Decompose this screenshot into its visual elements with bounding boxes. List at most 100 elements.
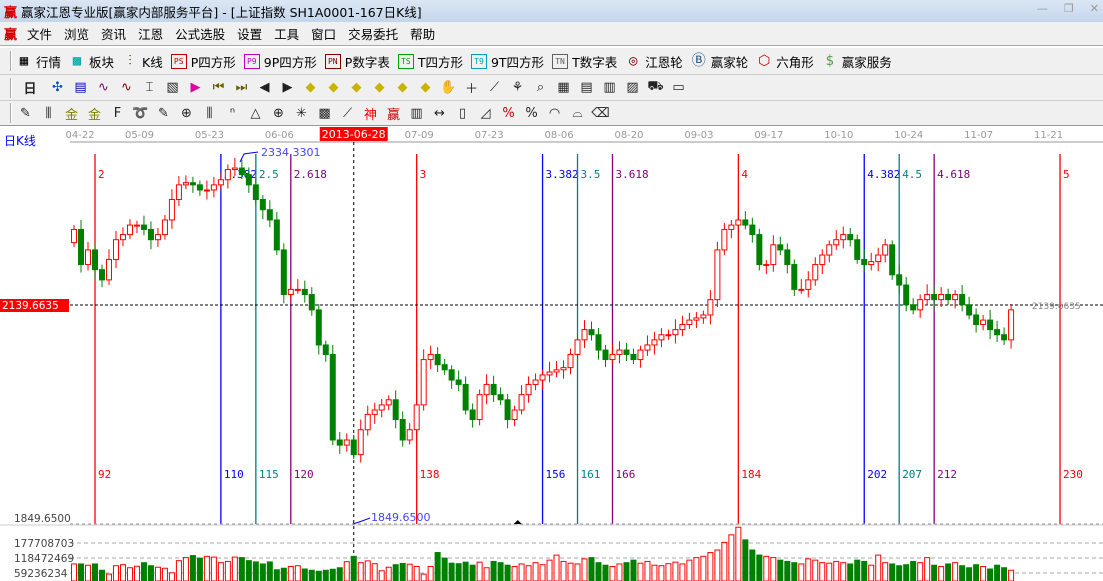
menu-6[interactable]: 工具	[274, 27, 300, 42]
list-icon[interactable]: ▥	[603, 80, 616, 95]
calendar-icon[interactable]: ▦	[557, 80, 570, 95]
volume-bar	[651, 564, 658, 581]
zoom-icon[interactable]: ⌕	[536, 80, 545, 95]
menu-5[interactable]: 设置	[237, 27, 263, 42]
volume-bar	[518, 563, 525, 581]
toolbar-button-hexagon[interactable]: ⬡ 六角形	[756, 52, 814, 71]
ruler-icon[interactable]: ▥	[410, 105, 423, 121]
menu-9[interactable]: 帮助	[410, 27, 436, 42]
last-bar-icon[interactable]: ⏭	[235, 80, 248, 95]
gold-icon[interactable]: 金	[64, 107, 78, 123]
minimize-button[interactable]: —	[1036, 2, 1048, 15]
kline-chart[interactable]: 04-22 05-09 05-23 06-06 07-09 07-23 08-06 08-20…	[0, 126, 1103, 581]
expand-all-icon[interactable]: ◆	[397, 80, 408, 95]
expand-h-icon[interactable]: ◆	[351, 80, 362, 95]
gold2-icon[interactable]: 金	[87, 107, 101, 123]
truck-icon[interactable]: ⛟	[647, 79, 664, 94]
toolbar-button-dollar[interactable]: $ 赢家服务	[822, 52, 892, 71]
volume-bar	[112, 565, 119, 581]
menu-3[interactable]: 江恩	[138, 27, 164, 42]
flag-icon[interactable]: ▶	[190, 80, 201, 95]
menu-7[interactable]: 窗口	[311, 27, 337, 42]
volume-bar	[245, 560, 252, 581]
crosshair-icon[interactable]: ＋	[464, 82, 478, 97]
print-icon[interactable]: ▨	[626, 80, 639, 95]
period-day-icon[interactable]: 日	[23, 82, 37, 97]
mesh-icon[interactable]: ✣	[52, 80, 63, 95]
toolbar-button-tn[interactable]: TN T数字表	[552, 52, 617, 71]
maximize-button[interactable]: ❐	[1063, 2, 1074, 15]
candle	[273, 219, 280, 251]
toolbar-button-sector-blocks[interactable]: ▩ 板块	[69, 52, 114, 71]
web-icon[interactable]: ✳	[296, 105, 307, 121]
grid-lines-icon[interactable]: ⫼	[45, 105, 52, 121]
volume-bar	[700, 555, 707, 581]
collapse-h-icon[interactable]: ◆	[374, 80, 385, 95]
menu-4[interactable]: 公式选股	[175, 27, 226, 42]
eraser-icon[interactable]: ⌫	[591, 105, 610, 121]
shen-icon[interactable]: 神	[363, 107, 377, 123]
map-icon[interactable]: ▧	[166, 80, 179, 95]
notes-icon[interactable]: ▤	[74, 80, 87, 95]
toolbar-button-quote-grid[interactable]: ▦ 行情	[16, 52, 61, 71]
wave3-icon[interactable]: ∿	[98, 80, 109, 95]
menu-1[interactable]: 浏览	[64, 27, 90, 42]
first-bar-icon[interactable]: ⏮	[212, 80, 225, 95]
speed-icon[interactable]: ⌓	[572, 105, 583, 121]
hand-icon[interactable]: ✋	[440, 80, 457, 95]
toolbar-button-t9[interactable]: T9 9T四方形	[470, 52, 544, 71]
fan-icon[interactable]: ◿	[480, 105, 491, 121]
circle-grid-icon[interactable]: ⊕	[181, 105, 192, 121]
candle	[217, 179, 224, 186]
menu-8[interactable]: 交易委托	[348, 27, 399, 42]
prev-icon[interactable]: ◀	[259, 80, 270, 95]
fib-icon[interactable]: Ϝ	[113, 105, 122, 121]
expand-v-icon[interactable]: ◆	[420, 80, 431, 95]
percent2-icon[interactable]: %	[525, 105, 538, 121]
volume-bar	[637, 562, 644, 581]
menu-0[interactable]: 文件	[27, 27, 53, 42]
target-icon[interactable]: ⊕	[273, 105, 284, 121]
pen2-icon[interactable]: ✎	[158, 105, 169, 121]
toolbar-button-gann-wheel[interactable]: ◎ 江恩轮	[625, 52, 683, 71]
toolbar-button-kline[interactable]: ⫶ K线	[122, 52, 162, 71]
candle	[966, 304, 973, 316]
parallel-icon[interactable]: ⫼	[206, 105, 213, 121]
volume-bar	[71, 563, 78, 581]
candle-type-icon[interactable]: ⌶	[145, 80, 154, 95]
arrow-right-icon[interactable]: ◆	[328, 80, 339, 95]
percent-icon[interactable]: %	[502, 105, 515, 121]
toolbar-button-ts[interactable]: TS T四方形	[397, 52, 463, 71]
square-web-icon[interactable]: ▩	[318, 105, 331, 121]
candle	[147, 228, 154, 241]
arc-icon[interactable]: ◠	[548, 105, 561, 121]
n2-icon[interactable]: ⁿ	[229, 105, 236, 121]
menu-logo-icon[interactable]: 赢	[4, 28, 18, 43]
line-tool-icon[interactable]: ⟋	[489, 80, 500, 95]
triangle-icon[interactable]: △	[250, 105, 261, 121]
angle-icon[interactable]: ⟋	[342, 105, 353, 121]
next-icon[interactable]: ▶	[282, 80, 293, 95]
calculator-icon[interactable]: ▤	[580, 80, 593, 95]
volume-bar	[896, 565, 903, 581]
wave9-icon[interactable]: ∿	[121, 80, 132, 95]
volume-bar	[378, 570, 385, 581]
toolbar-button-big-wheel[interactable]: Ⓑ 赢家轮	[691, 52, 749, 71]
measure-icon[interactable]: ↔	[434, 105, 445, 121]
fib-bar-label: 110	[224, 468, 244, 481]
ying-icon[interactable]: 赢	[386, 107, 400, 123]
toolbar-button-pn[interactable]: PN P数字表	[324, 52, 390, 71]
menu-2[interactable]: 资讯	[101, 27, 127, 42]
candle	[756, 234, 763, 266]
monitor-icon[interactable]: ▭	[672, 80, 685, 95]
toolbar-button-ps[interactable]: PS P四方形	[170, 52, 236, 71]
close-button[interactable]: ✕	[1089, 2, 1099, 15]
toolbar-button-p9[interactable]: P9 9P四方形	[243, 52, 317, 71]
arrow-left-icon[interactable]: ◆	[305, 80, 316, 95]
spiral-icon[interactable]: ➰	[132, 105, 149, 121]
pen-icon[interactable]: ✎	[20, 105, 31, 121]
shape-icon[interactable]: ⚘	[511, 80, 524, 95]
dollar-icon: $	[825, 52, 834, 69]
candle	[441, 364, 448, 371]
box-icon[interactable]: ▯	[458, 105, 467, 121]
